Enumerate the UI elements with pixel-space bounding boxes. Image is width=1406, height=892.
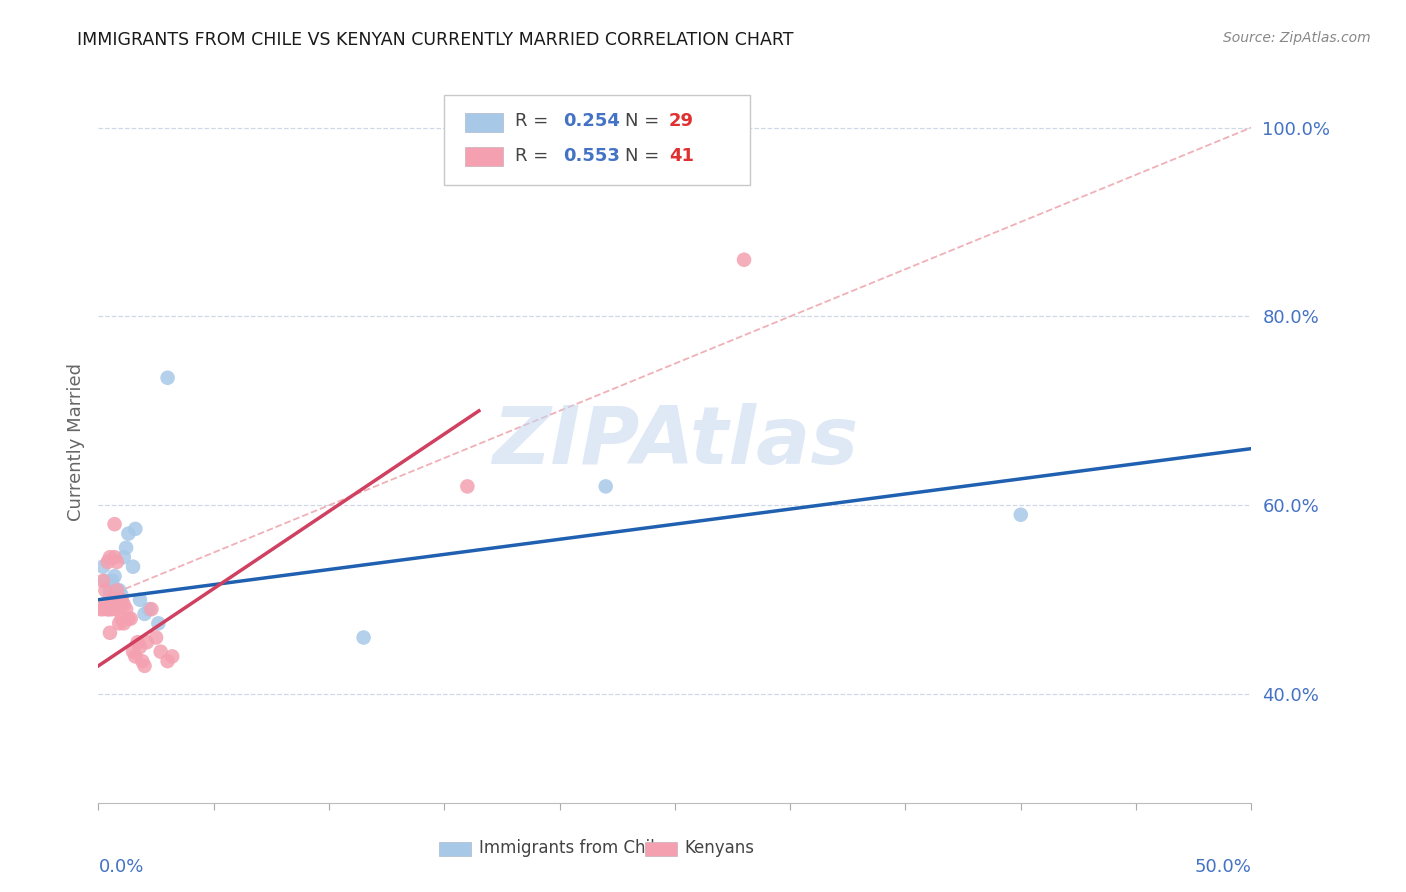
Point bbox=[103, 550, 125, 565]
Point bbox=[120, 612, 142, 626]
Point bbox=[733, 252, 755, 267]
Point bbox=[101, 574, 124, 588]
Point bbox=[101, 602, 124, 616]
Point bbox=[115, 602, 138, 616]
Point bbox=[134, 658, 156, 673]
Point bbox=[353, 631, 375, 645]
Point bbox=[103, 569, 125, 583]
Point bbox=[595, 479, 617, 493]
Point bbox=[149, 645, 172, 659]
Text: 41: 41 bbox=[669, 147, 695, 165]
Point bbox=[124, 522, 146, 536]
Point bbox=[108, 598, 131, 612]
Point bbox=[91, 602, 114, 616]
Point bbox=[103, 592, 125, 607]
Point bbox=[138, 602, 160, 616]
Text: 0.0%: 0.0% bbox=[98, 857, 143, 876]
Point bbox=[122, 559, 145, 574]
Point bbox=[148, 616, 170, 631]
Point bbox=[122, 645, 145, 659]
Text: 29: 29 bbox=[669, 112, 695, 130]
Point bbox=[110, 588, 132, 602]
Text: Source: ZipAtlas.com: Source: ZipAtlas.com bbox=[1223, 31, 1371, 45]
Point bbox=[129, 592, 152, 607]
Point bbox=[127, 635, 149, 649]
Point bbox=[112, 550, 135, 565]
Point bbox=[160, 649, 183, 664]
Point bbox=[129, 640, 152, 654]
Point bbox=[101, 578, 124, 592]
Point bbox=[110, 592, 132, 607]
FancyBboxPatch shape bbox=[465, 147, 503, 166]
Text: 0.254: 0.254 bbox=[562, 112, 620, 130]
Point bbox=[105, 598, 128, 612]
Point bbox=[145, 631, 167, 645]
Point bbox=[110, 592, 132, 607]
Point bbox=[134, 607, 156, 621]
Point bbox=[135, 635, 157, 649]
Point bbox=[90, 602, 112, 616]
Point bbox=[115, 541, 138, 555]
Point bbox=[105, 583, 128, 598]
Point bbox=[112, 616, 135, 631]
Point bbox=[112, 598, 135, 612]
Point bbox=[94, 583, 117, 598]
Point bbox=[141, 602, 163, 616]
Text: ZIPAtlas: ZIPAtlas bbox=[492, 402, 858, 481]
Text: N =: N = bbox=[626, 147, 665, 165]
Point bbox=[117, 526, 139, 541]
Point bbox=[94, 574, 117, 588]
Point bbox=[105, 588, 128, 602]
Point bbox=[105, 602, 128, 616]
Point bbox=[110, 612, 132, 626]
Point bbox=[124, 649, 146, 664]
Text: IMMIGRANTS FROM CHILE VS KENYAN CURRENTLY MARRIED CORRELATION CHART: IMMIGRANTS FROM CHILE VS KENYAN CURRENTL… bbox=[77, 31, 794, 49]
Text: Immigrants from Chile: Immigrants from Chile bbox=[479, 839, 665, 857]
Point bbox=[97, 602, 120, 616]
Point bbox=[103, 517, 125, 532]
Point bbox=[105, 583, 128, 598]
Point bbox=[98, 602, 121, 616]
Point bbox=[103, 592, 125, 607]
Text: R =: R = bbox=[515, 147, 554, 165]
Point bbox=[131, 654, 153, 668]
Y-axis label: Currently Married: Currently Married bbox=[66, 362, 84, 521]
Point bbox=[97, 555, 120, 569]
Text: 0.553: 0.553 bbox=[562, 147, 620, 165]
Point bbox=[1010, 508, 1032, 522]
Text: Kenyans: Kenyans bbox=[685, 839, 754, 857]
Text: R =: R = bbox=[515, 112, 554, 130]
Point bbox=[91, 574, 114, 588]
Point bbox=[98, 625, 121, 640]
Point bbox=[108, 616, 131, 631]
Text: 50.0%: 50.0% bbox=[1195, 857, 1251, 876]
Point bbox=[156, 654, 179, 668]
Point bbox=[456, 479, 478, 493]
FancyBboxPatch shape bbox=[444, 95, 749, 185]
FancyBboxPatch shape bbox=[465, 112, 503, 132]
Point bbox=[105, 555, 128, 569]
Point bbox=[98, 550, 121, 565]
FancyBboxPatch shape bbox=[645, 842, 678, 856]
Point bbox=[94, 598, 117, 612]
Point bbox=[91, 559, 114, 574]
Point bbox=[108, 583, 131, 598]
Point bbox=[98, 588, 121, 602]
FancyBboxPatch shape bbox=[439, 842, 471, 856]
Point bbox=[108, 592, 131, 607]
Point bbox=[117, 612, 139, 626]
Point bbox=[97, 602, 120, 616]
Point bbox=[98, 583, 121, 598]
Text: N =: N = bbox=[626, 112, 665, 130]
Point bbox=[101, 592, 124, 607]
Point bbox=[156, 371, 179, 385]
